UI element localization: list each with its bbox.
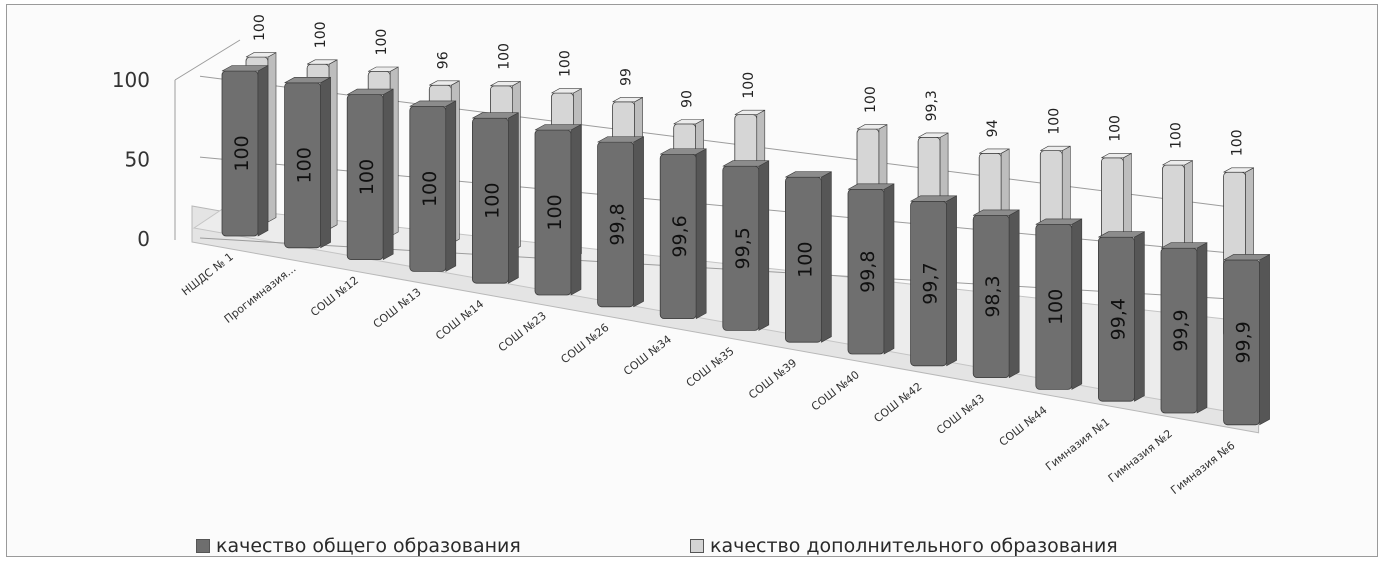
bar-series1 [346,88,394,261]
bar-series1 [722,160,770,331]
data-label-series1: 99,8 [607,203,629,245]
bar-series1 [409,100,457,272]
bar-series1 [972,209,1020,379]
x-tick-label: СОШ №26 [558,321,611,366]
x-tick-label: СОШ №44 [997,404,1050,449]
x-tick-label: СОШ №39 [746,356,799,401]
data-label-series1: 100 [419,171,441,207]
y-tick-label: 0 [137,227,150,251]
legend-label-series1: качество общего образования [216,535,521,557]
x-tick-label: СОШ №40 [809,368,862,413]
data-label-series1: 99,4 [1107,298,1129,340]
data-label-series1: 99,8 [857,251,879,293]
bar-series1 [785,171,832,343]
data-label-series1: 100 [294,147,316,183]
data-label-series2: 100 [1169,122,1185,149]
legend-swatch-series1 [196,539,210,553]
bar-series1 [910,195,957,367]
bar-series1 [1098,231,1145,402]
legend-label-series2: качество дополнительного образования [710,535,1118,557]
data-label-series2: 100 [741,72,757,99]
x-tick-label: СОШ №12 [308,274,361,319]
data-label-series1: 100 [544,194,566,230]
data-label-series1: 100 [1045,289,1067,325]
data-label-series2: 100 [1107,115,1123,142]
data-label-series1: 99,5 [732,227,754,269]
legend-item-series1: качество общего образования [196,535,521,557]
x-tick-label: Гимназия №6 [1168,439,1237,497]
bar-series1 [1223,253,1270,426]
x-tick-label: СОШ №14 [433,297,486,342]
data-label-series2: 100 [1230,129,1246,156]
x-tick-label: СОШ №23 [496,309,549,354]
x-tick-label: Гимназия №1 [1043,415,1112,473]
legend-item-series2: качество дополнительного образования [690,535,1118,557]
data-label-series1: 99,9 [1170,309,1192,351]
bar-series1 [221,64,269,237]
bar-series1 [471,112,519,284]
x-tick-label: Гимназия №2 [1106,427,1175,485]
bar-series1 [1035,218,1083,390]
x-tick-label: СОШ №42 [871,380,924,425]
data-label-series2: 100 [1046,108,1062,135]
data-label-series2: 96 [435,51,451,69]
data-label-series1: 98,3 [982,275,1004,317]
legend-swatch-series2 [690,539,704,553]
bar-series1 [597,136,644,308]
bar-series1 [534,123,582,296]
data-label-series2: 100 [496,43,512,70]
data-label-series2: 94 [985,119,1001,137]
data-label-series1: 99,7 [920,262,942,304]
x-tick-label: Прогимназия... [222,262,299,326]
data-label-series2: 100 [252,14,268,41]
data-label-series2: 100 [313,21,329,48]
y-tick-label: 50 [125,147,150,171]
data-label-series2: 100 [374,29,390,56]
x-tick-label: СОШ №34 [621,333,674,378]
x-tick-label: СОШ №13 [371,286,424,331]
bar-series1 [659,148,707,320]
data-label-series2: 99 [619,68,635,86]
data-label-series1: 100 [231,135,253,171]
data-label-series2: 100 [558,50,574,77]
bar-series1 [284,76,331,249]
data-label-series1: 100 [794,242,816,278]
data-label-series2: 90 [680,90,696,108]
x-tick-label: СОШ №43 [934,392,987,437]
data-label-series1: 99,6 [669,215,691,257]
x-tick-label: НШДС № 1 [179,250,236,298]
bar-series1 [847,183,895,355]
data-label-series2: 100 [863,86,879,113]
data-label-series1: 100 [481,183,503,219]
data-label-series1: 100 [356,159,378,195]
bar-series1 [1160,242,1208,414]
x-tick-label: СОШ №35 [684,345,737,390]
y-axis-top-edge [174,39,241,81]
data-label-series1: 99,9 [1233,321,1255,363]
data-label-series2: 99,3 [924,90,940,121]
y-tick-label: 100 [112,68,150,92]
